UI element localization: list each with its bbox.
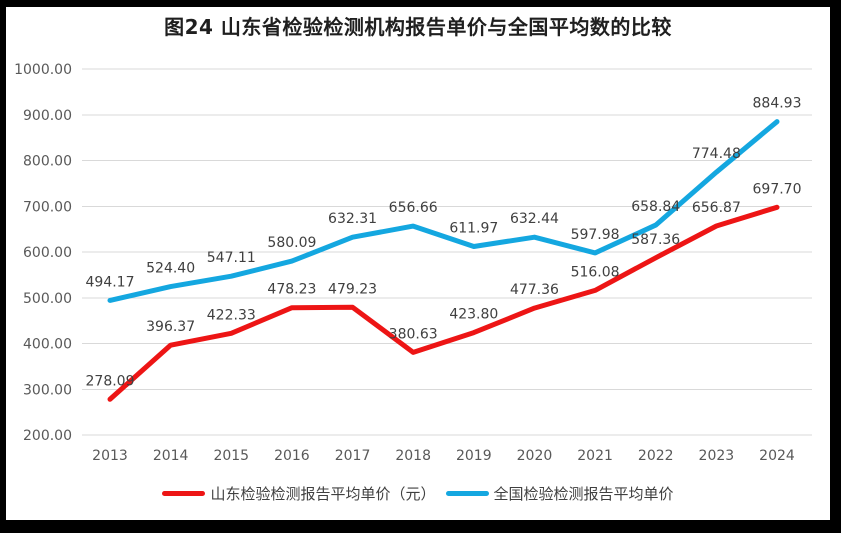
chart-legend: 山东检验检测报告平均单价（元） 全国检验检测报告平均单价 [6, 483, 830, 504]
y-axis-tick-label: 800.00 [23, 154, 72, 170]
data-label-national-2017: 632.31 [328, 211, 377, 227]
data-label-national-2023: 774.48 [692, 146, 741, 162]
x-axis-tick-label: 2013 [92, 448, 128, 464]
x-axis-tick-label: 2021 [577, 448, 613, 464]
x-axis-tick-label: 2018 [395, 448, 431, 464]
x-axis-tick-label: 2014 [153, 448, 189, 464]
x-axis-tick-label: 2017 [335, 448, 371, 464]
y-axis-tick-label: 1000.00 [14, 62, 72, 78]
chart-panel: 图24 山东省检验检测机构报告单价与全国平均数的比较 1000.00 900.00… [6, 7, 830, 520]
line-chart-plot-area: 1000.00 900.00 800.00 700.00 600.00 500.00 400… [14, 62, 812, 464]
x-axis-tick-label: 2023 [699, 448, 735, 464]
y-axis-tick-label: 700.00 [23, 199, 72, 215]
data-label-shandong-2013: 278.09 [86, 373, 135, 389]
series-line-national [107, 119, 780, 303]
data-label-shandong-2015: 422.33 [207, 307, 256, 323]
x-axis-tick-label: 2019 [456, 448, 492, 464]
data-label-national-2022: 658.84 [631, 199, 680, 215]
data-label-national-2014: 524.40 [146, 261, 195, 277]
x-axis-tick-label: 2015 [213, 448, 249, 464]
data-label-national-2020: 632.44 [510, 211, 559, 227]
x-axis-tick-label: 2020 [517, 448, 553, 464]
data-label-shandong-2014: 396.37 [146, 319, 195, 335]
y-axis-tick-label: 600.00 [23, 245, 72, 261]
data-label-shandong-2020: 477.36 [510, 282, 559, 298]
x-axis-tick-label: 2022 [638, 448, 674, 464]
legend-label-national: 全国检验检测报告平均单价 [493, 485, 674, 503]
legend-item-shandong: 山东检验检测报告平均单价（元） [162, 483, 436, 504]
x-axis-tick-label: 2016 [274, 448, 310, 464]
y-axis-tick-label: 200.00 [23, 428, 72, 444]
legend-item-national: 全国检验检测报告平均单价 [445, 483, 674, 504]
y-axis-tick-label: 500.00 [23, 291, 72, 307]
y-axis-tick-label: 300.00 [23, 382, 72, 398]
data-label-national-2013: 494.17 [86, 274, 135, 290]
data-label-shandong-2023: 656.87 [692, 200, 741, 216]
y-axis-tick-label: 900.00 [23, 108, 72, 124]
data-label-shandong-2017: 479.23 [328, 281, 377, 297]
data-label-shandong-2016: 478.23 [267, 282, 316, 298]
data-label-shandong-2019: 423.80 [449, 307, 498, 323]
legend-swatch-shandong-line [162, 491, 206, 496]
x-axis-tick-label: 2024 [759, 448, 795, 464]
data-label-shandong-2024: 697.70 [753, 181, 802, 197]
data-label-national-2015: 547.11 [207, 250, 256, 266]
legend-swatch-national-line [445, 491, 489, 496]
data-label-national-2018: 656.66 [389, 200, 438, 216]
data-label-national-2016: 580.09 [267, 235, 316, 251]
legend-label-shandong: 山东检验检测报告平均单价（元） [210, 485, 436, 503]
data-label-shandong-2018: 380.63 [389, 326, 438, 342]
series-line-shandong [107, 204, 780, 402]
data-label-national-2024: 884.93 [753, 96, 802, 112]
y-axis-tick-label: 400.00 [23, 337, 72, 353]
chart-title: 图24 山东省检验检测机构报告单价与全国平均数的比较 [164, 15, 672, 39]
data-label-shandong-2022: 587.36 [631, 232, 680, 248]
data-label-national-2021: 597.98 [571, 227, 620, 243]
data-label-national-2019: 611.97 [449, 221, 498, 237]
data-label-shandong-2021: 516.08 [571, 264, 620, 280]
